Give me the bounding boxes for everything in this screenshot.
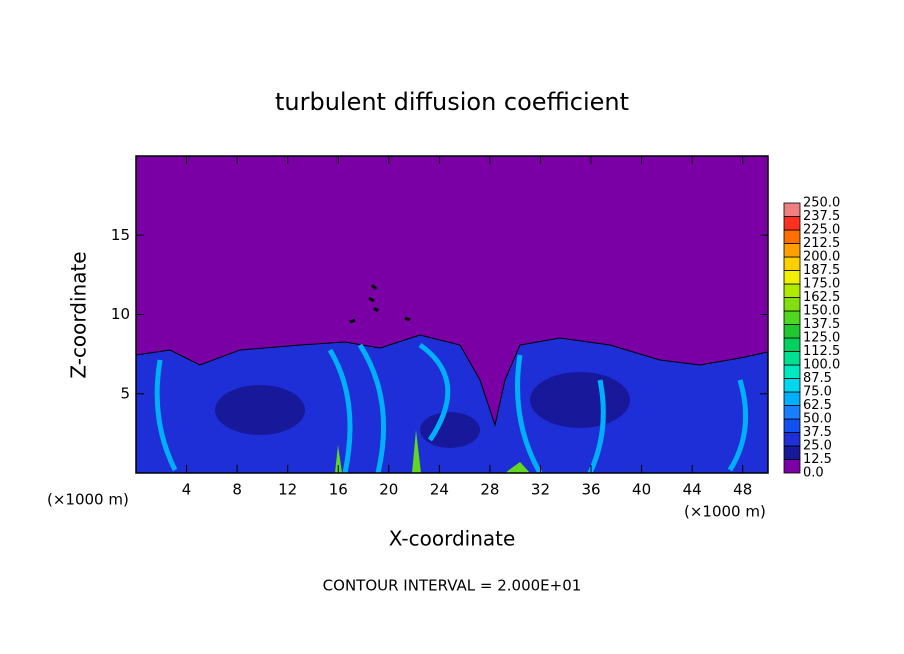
colorbar-label: 62.5 xyxy=(803,398,832,413)
colorbar-box xyxy=(783,445,801,460)
colorbar-label: 175.0 xyxy=(803,277,840,292)
y-tick-label: 5 xyxy=(120,384,130,402)
x-tick-label: 40 xyxy=(632,481,651,499)
colorbar-label: 37.5 xyxy=(803,425,832,440)
colorbar-box xyxy=(783,229,801,244)
x-tick-label: 20 xyxy=(379,481,398,499)
colorbar-box xyxy=(783,378,801,393)
colorbar-label: 162.5 xyxy=(803,290,840,305)
colorbar-box xyxy=(783,364,801,379)
chart-title: turbulent diffusion coefficient xyxy=(275,88,629,116)
colorbar-label: 87.5 xyxy=(803,371,832,386)
colorbar-label: 12.5 xyxy=(803,452,832,467)
x-tick-label: 48 xyxy=(733,481,752,499)
field-patch xyxy=(420,412,480,448)
x-unit-label: (×1000 m) xyxy=(47,491,129,509)
y-axis-label: Z-coordinate xyxy=(67,251,91,378)
colorbar-label: 187.5 xyxy=(803,263,840,278)
x-tick-label: 12 xyxy=(278,481,297,499)
x-tick-label: 32 xyxy=(531,481,550,499)
colorbar-box xyxy=(783,297,801,312)
y-tick-label: 10 xyxy=(111,305,130,323)
colorbar-box xyxy=(783,418,801,433)
field-contour xyxy=(349,283,411,324)
colorbar-box xyxy=(783,243,801,258)
colorbar-box xyxy=(783,270,801,285)
colorbar-label: 25.0 xyxy=(803,439,832,454)
colorbar-box xyxy=(783,405,801,420)
x-axis-label: X-coordinate xyxy=(389,527,516,551)
colorbar-box xyxy=(783,459,801,474)
colorbar-box xyxy=(783,202,801,217)
contour-note: CONTOUR INTERVAL = 2.000E+01 xyxy=(323,577,582,595)
colorbar-label: 0.0 xyxy=(803,466,824,481)
colorbar-box xyxy=(783,351,801,366)
colorbar-label: 112.5 xyxy=(803,344,840,359)
colorbar-label: 50.0 xyxy=(803,412,832,427)
colorbar-box xyxy=(783,432,801,447)
colorbar-box xyxy=(783,216,801,231)
x-tick-label: 4 xyxy=(182,481,192,499)
x-tick-label: 28 xyxy=(480,481,499,499)
contour-field xyxy=(135,156,769,475)
y-tick-label: 15 xyxy=(111,226,130,244)
x-tick-label: 36 xyxy=(581,481,600,499)
x-tick-label: 16 xyxy=(329,481,348,499)
colorbar-box xyxy=(783,256,801,271)
x-tick-label: 24 xyxy=(430,481,449,499)
colorbar-label: 250.0 xyxy=(803,196,840,211)
x-tick-label: 8 xyxy=(232,481,242,499)
colorbar-label: 100.0 xyxy=(803,358,840,373)
x-tick-label: 44 xyxy=(683,481,702,499)
colorbar-label: 225.0 xyxy=(803,223,840,238)
field-patch xyxy=(215,385,305,435)
colorbar-box xyxy=(783,310,801,325)
colorbar-box xyxy=(783,324,801,339)
field-streak xyxy=(154,342,749,475)
field-patch xyxy=(530,372,630,428)
colorbar-box xyxy=(783,391,801,406)
colorbar-label: 125.0 xyxy=(803,331,840,346)
colorbar-label: 212.5 xyxy=(803,236,840,251)
colorbar-label: 75.0 xyxy=(803,385,832,400)
colorbar-label: 150.0 xyxy=(803,304,840,319)
field-region xyxy=(135,334,769,474)
x-unit-label: (×1000 m) xyxy=(684,503,766,521)
colorbar-box xyxy=(783,283,801,298)
colorbar-box xyxy=(783,337,801,352)
colorbar-label: 237.5 xyxy=(803,209,840,224)
colorbar-label: 200.0 xyxy=(803,250,840,265)
colorbar-label: 137.5 xyxy=(803,317,840,332)
